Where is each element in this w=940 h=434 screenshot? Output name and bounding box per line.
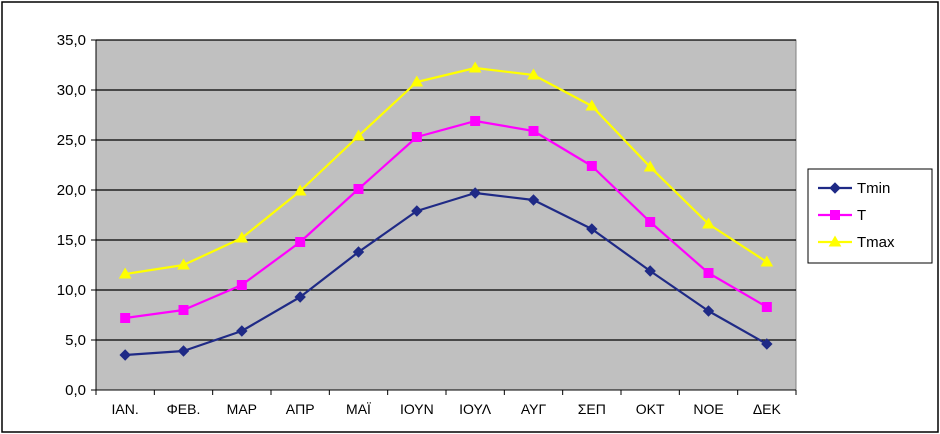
data-point-tmax bbox=[235, 231, 249, 243]
x-tick-label: ΜΑΡ bbox=[227, 401, 257, 417]
y-tick-label: 15,0 bbox=[57, 232, 86, 249]
data-point-t bbox=[703, 268, 714, 278]
data-point-t bbox=[645, 217, 656, 227]
x-tick-label: ΙΟΥΝ bbox=[400, 401, 434, 417]
data-point-tmax bbox=[585, 99, 599, 111]
legend-label-tmax: Tmax bbox=[857, 234, 895, 251]
data-point-tmin bbox=[761, 338, 773, 350]
data-point-t bbox=[353, 184, 364, 194]
x-tick-label: ΑΠΡ bbox=[286, 401, 315, 417]
x-tick-label: ΔΕΚ bbox=[753, 401, 782, 417]
data-point-tmin bbox=[236, 325, 248, 337]
data-point-tmin bbox=[294, 291, 306, 303]
data-point-tmax bbox=[410, 75, 424, 87]
data-point-tmin bbox=[177, 345, 190, 357]
data-point-tmax bbox=[468, 61, 482, 73]
data-point-tmax bbox=[352, 129, 365, 141]
x-tick-label: ΟΚΤ bbox=[636, 401, 665, 417]
data-point-tmax bbox=[118, 267, 132, 279]
series-lines bbox=[125, 66, 768, 357]
y-tick-label: 25,0 bbox=[57, 132, 86, 149]
series-line-tmin bbox=[125, 191, 768, 357]
legend-label-tmin: Tmin bbox=[857, 180, 890, 197]
data-point-tmin bbox=[411, 205, 423, 217]
data-point-tmax bbox=[643, 160, 657, 172]
data-point-t bbox=[178, 305, 189, 315]
plot-area bbox=[95, 39, 797, 391]
legend-swatch-marker-t bbox=[830, 210, 840, 220]
data-point-tmax bbox=[527, 68, 540, 80]
y-tick-label: 30,0 bbox=[57, 82, 86, 99]
x-tick-label: ΦΕΒ. bbox=[167, 401, 201, 417]
y-tick-label: 0,0 bbox=[65, 382, 86, 399]
data-point-t bbox=[411, 132, 422, 142]
data-point-tmax bbox=[293, 184, 307, 196]
x-axis-tick-labels: ΙΑΝ. ΦΕΒ. ΜΑΡ ΑΠΡ ΜΑΪ ΙΟΥΝ ΙΟΥΛ ΑΥΓ ΣΕΠ ΟΚΤ ΝΟΕ ΔΕΚ bbox=[112, 401, 782, 417]
data-point-tmin bbox=[119, 349, 131, 361]
x-tick-label: ΝΟΕ bbox=[693, 401, 723, 417]
data-point-t bbox=[120, 313, 131, 323]
y-tick-label: 35,0 bbox=[57, 32, 86, 49]
legend-swatch-marker-tmin bbox=[829, 182, 841, 194]
x-tick-label: ΣΕΠ bbox=[578, 401, 606, 417]
data-point-tmax bbox=[177, 258, 190, 270]
series-line-t bbox=[125, 119, 768, 320]
x-tick-label: ΙΑΝ. bbox=[112, 401, 139, 417]
y-tick-label: 5,0 bbox=[65, 332, 86, 349]
data-point-tmin bbox=[702, 305, 715, 317]
series-line-tmax bbox=[125, 66, 768, 276]
y-tick-label: 20,0 bbox=[57, 182, 86, 199]
data-point-t bbox=[761, 302, 772, 312]
legend-label-t: T bbox=[857, 207, 866, 224]
data-point-t bbox=[236, 280, 247, 290]
series-markers bbox=[118, 61, 774, 361]
data-point-t bbox=[470, 116, 481, 126]
axes bbox=[91, 39, 797, 395]
y-axis-tick-labels: 0,0 5,0 10,0 15,0 20,0 25,0 30,0 35,0 bbox=[57, 32, 86, 399]
data-point-t bbox=[586, 161, 597, 171]
data-point-tmin bbox=[644, 265, 656, 277]
legend-swatch-marker-tmax bbox=[828, 235, 842, 247]
x-tick-label: ΑΥΓ bbox=[521, 401, 547, 417]
data-point-tmin bbox=[586, 223, 598, 235]
data-point-t bbox=[295, 237, 306, 247]
data-point-tmax bbox=[760, 255, 774, 267]
y-tick-label: 10,0 bbox=[57, 282, 86, 299]
data-point-tmax bbox=[702, 217, 715, 229]
x-tick-label: ΙΟΥΛ bbox=[459, 401, 492, 417]
data-point-tmin bbox=[352, 246, 365, 258]
data-point-t bbox=[528, 126, 539, 136]
data-point-tmin bbox=[527, 194, 540, 206]
data-point-tmin bbox=[469, 187, 481, 199]
legend: Tmin T Tmax bbox=[807, 168, 933, 264]
x-tick-label: ΜΑΪ bbox=[346, 401, 371, 417]
